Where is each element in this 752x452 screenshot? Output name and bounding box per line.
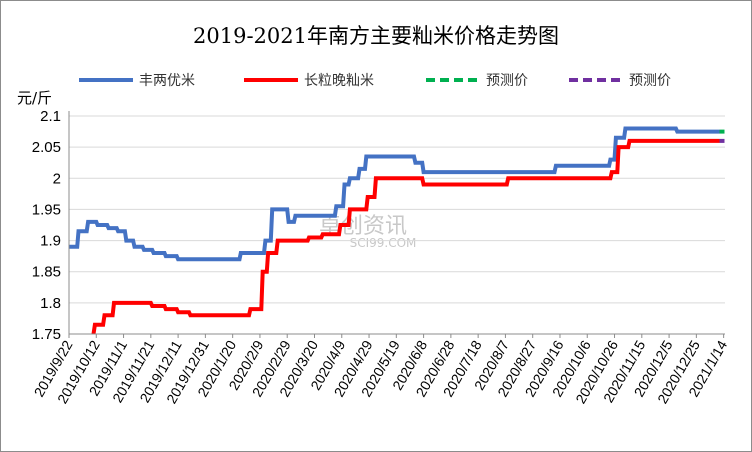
y-tick-label: 1.9 xyxy=(40,233,61,250)
y-tick-label: 1.8 xyxy=(40,295,61,312)
series-line-2 xyxy=(91,138,720,335)
y-tick-label: 1.95 xyxy=(32,201,61,218)
x-axis-ticks: 2019/9/222019/10/122019/11/12019/11/2120… xyxy=(31,334,730,406)
series-group xyxy=(69,126,725,335)
watermark: 卓创资讯 SCI99.COM xyxy=(319,214,416,250)
chart-title: 2019-2021年南方主要籼米价格走势图 xyxy=(193,24,559,48)
legend-label: 预测价 xyxy=(486,73,528,89)
legend-label: 长粒晚籼米 xyxy=(304,73,374,89)
y-tick-label: 2 xyxy=(53,170,61,187)
y-tick-label: 1.75 xyxy=(32,326,61,343)
y-axis-unit-label: 元/斤 xyxy=(17,89,52,107)
y-axis-ticks: 1.75 1.8 1.85 1.9 1.95 2 2.05 2.1 xyxy=(32,108,61,343)
grid xyxy=(69,115,725,304)
y-tick-label: 2.05 xyxy=(32,139,61,156)
series-line-1 xyxy=(69,126,720,262)
watermark-subtext: SCI99.COM xyxy=(350,236,417,250)
y-tick-label: 2.1 xyxy=(40,108,61,125)
y-tick-label: 1.85 xyxy=(32,264,61,281)
legend-label: 预测价 xyxy=(629,73,671,89)
legend: 丰两优米 长粒晚籼米 预测价 预测价 xyxy=(79,73,671,89)
legend-label: 丰两优米 xyxy=(139,73,195,89)
